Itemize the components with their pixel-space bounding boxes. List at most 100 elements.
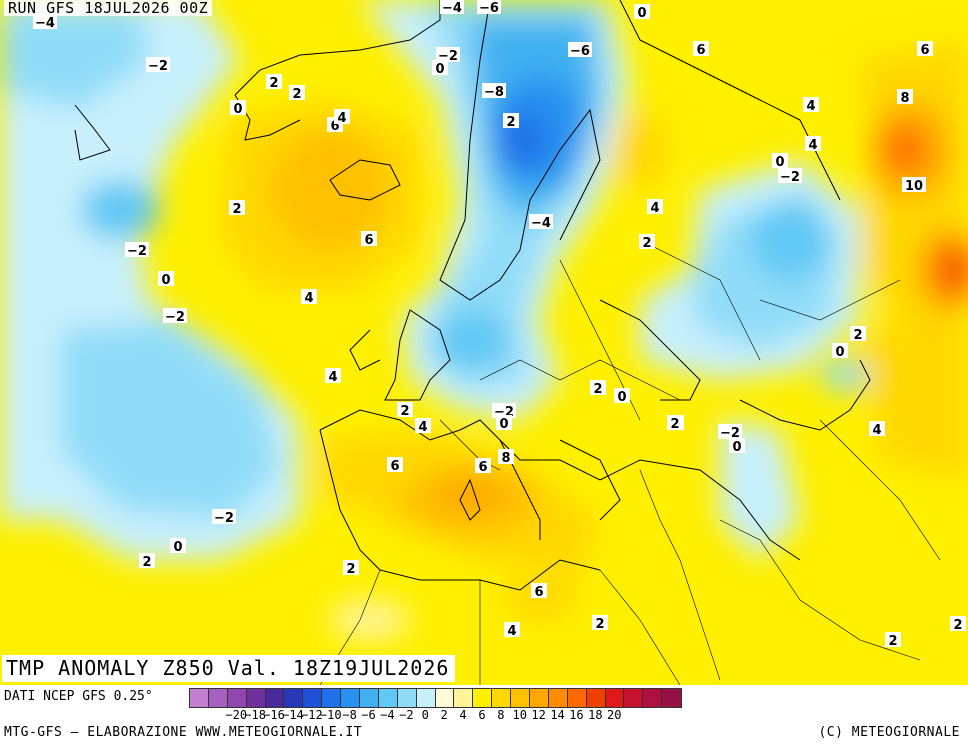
color-swatch xyxy=(341,689,361,707)
map-title: TMP ANOMALY Z850 Val. 18Z19JUL2026 xyxy=(2,655,456,682)
contour-label-bg xyxy=(869,421,885,436)
contour-label-bg xyxy=(229,200,245,215)
contour-label-bg xyxy=(639,234,655,249)
contour-label: 6 xyxy=(478,460,487,475)
contour-label: −8 xyxy=(484,85,504,100)
contour-label-bg xyxy=(475,458,491,473)
contour-label-bg xyxy=(568,42,592,57)
contour-label-bg xyxy=(778,168,802,183)
color-scale-tick-label: −20 xyxy=(225,708,248,722)
contour-label-bg xyxy=(614,388,630,403)
contour-label: −4 xyxy=(531,216,551,231)
contour-label-bg xyxy=(139,553,155,568)
color-scale-tick-label: 12 xyxy=(531,708,546,722)
contour-label: 6 xyxy=(920,43,929,58)
contour-label: 0 xyxy=(233,102,242,117)
contour-label-bg xyxy=(693,41,709,56)
contour-label: 10 xyxy=(905,179,923,194)
contour-label: 8 xyxy=(501,451,510,466)
contour-label-bg xyxy=(163,308,187,323)
copyright-label: (C) METEOGIORNALE xyxy=(818,725,960,740)
contour-label-bg xyxy=(212,509,236,524)
color-scale-tick-label: −14 xyxy=(282,708,304,722)
contour-label-bg xyxy=(897,89,913,104)
color-swatch xyxy=(397,689,417,707)
contour-label-bg xyxy=(289,85,305,100)
contour-label-bg xyxy=(634,4,650,19)
color-scale-tick-label: 2 xyxy=(440,708,448,722)
contour-label: 6 xyxy=(696,43,705,58)
contour-label-bg xyxy=(343,560,359,575)
contour-label-bg xyxy=(266,74,282,89)
data-source-label: DATI NCEP GFS 0.25° xyxy=(4,689,153,704)
color-scale-tick-label: −8 xyxy=(342,708,357,722)
contour-label-bg xyxy=(531,583,547,598)
contour-label: 6 xyxy=(364,233,373,248)
contour-label: 6 xyxy=(390,459,399,474)
contour-label: 2 xyxy=(346,562,355,577)
color-swatch xyxy=(511,689,531,707)
contour-label: −2 xyxy=(127,244,147,259)
contour-label-bg xyxy=(170,538,186,553)
contour-label: −6 xyxy=(570,44,590,59)
contour-label: 4 xyxy=(806,99,815,114)
contour-label: −4 xyxy=(35,16,55,31)
contour-label-bg xyxy=(529,214,553,229)
color-scale-tick-label: −6 xyxy=(361,708,376,722)
contour-label-bg xyxy=(950,616,966,631)
color-swatch xyxy=(435,689,455,707)
contour-label-bg xyxy=(667,415,683,430)
color-swatch xyxy=(567,689,587,707)
color-swatch xyxy=(227,689,247,707)
color-swatch xyxy=(190,689,209,707)
contour-label: 4 xyxy=(418,420,427,435)
contour-label: −2 xyxy=(214,511,234,526)
contour-label: 4 xyxy=(328,370,337,385)
credit-label: MTG-GFS — ELABORAZIONE WWW.METEOGIORNALE… xyxy=(4,725,363,740)
contour-label-bg xyxy=(803,97,819,112)
color-scale-tick-label: 18 xyxy=(588,708,603,722)
contour-label: 0 xyxy=(835,345,844,360)
color-scale-tick-label: 6 xyxy=(478,708,486,722)
contour-label-bg xyxy=(33,14,57,29)
contour-label-bg xyxy=(647,199,663,214)
contour-label: 2 xyxy=(292,87,301,102)
contour-label: 2 xyxy=(269,76,278,91)
contour-label: 8 xyxy=(900,91,909,106)
color-scale-tick-label: −18 xyxy=(244,708,266,722)
contour-label: −2 xyxy=(438,49,458,64)
contour-label-bg xyxy=(850,326,866,341)
contour-label-bg xyxy=(230,100,246,115)
contour-label: 0 xyxy=(775,155,784,170)
contour-label-bg xyxy=(917,41,933,56)
color-swatch xyxy=(548,689,568,707)
contour-label: −2 xyxy=(148,59,168,74)
contour-label: 0 xyxy=(617,390,626,405)
contour-label: 2 xyxy=(595,617,604,632)
contour-label-bg xyxy=(125,242,149,257)
color-scale-bar xyxy=(189,688,683,708)
contour-label: −2 xyxy=(720,426,740,441)
contour-label-bg xyxy=(885,632,901,647)
contour-label: 0 xyxy=(732,440,741,455)
contour-label-bg xyxy=(718,424,742,439)
contour-label: 2 xyxy=(593,382,602,397)
anomaly-field xyxy=(0,0,968,640)
color-swatch xyxy=(416,689,436,707)
footer: DATI NCEP GFS 0.25° −20 −18 −16 −14 −12 −10 −8… xyxy=(0,685,968,745)
contour-label: 4 xyxy=(872,423,881,438)
contour-label: 2 xyxy=(232,202,241,217)
contour-label-bg xyxy=(397,402,413,417)
color-scale-tick-label: 0 xyxy=(421,708,429,722)
contour-label: 4 xyxy=(650,201,659,216)
color-swatch xyxy=(643,689,663,707)
color-scale-tick-label: 16 xyxy=(569,708,584,722)
contour-label-bg xyxy=(832,343,848,358)
color-scale-ticks: −20 −18 −16 −14 −12 −10 −8 −6 −4 −2 0 2 4 6 8 10 12 14 16 1… xyxy=(189,708,965,724)
contour-label: 2 xyxy=(670,417,679,432)
contour-label: 6 xyxy=(534,585,543,600)
contour-label: 0 xyxy=(161,273,170,288)
contour-label: 2 xyxy=(888,634,897,649)
contour-label: 2 xyxy=(853,328,862,343)
